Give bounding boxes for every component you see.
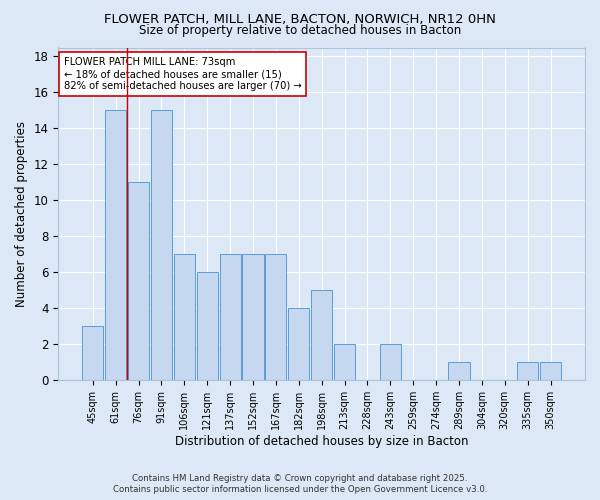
Bar: [242, 254, 263, 380]
Bar: [288, 308, 309, 380]
Bar: [540, 362, 561, 380]
Y-axis label: Number of detached properties: Number of detached properties: [15, 120, 28, 306]
Bar: [105, 110, 126, 380]
Text: Contains HM Land Registry data © Crown copyright and database right 2025.
Contai: Contains HM Land Registry data © Crown c…: [113, 474, 487, 494]
Bar: [174, 254, 195, 380]
Bar: [128, 182, 149, 380]
Text: FLOWER PATCH, MILL LANE, BACTON, NORWICH, NR12 0HN: FLOWER PATCH, MILL LANE, BACTON, NORWICH…: [104, 12, 496, 26]
Text: Size of property relative to detached houses in Bacton: Size of property relative to detached ho…: [139, 24, 461, 37]
Bar: [265, 254, 286, 380]
Bar: [197, 272, 218, 380]
Bar: [82, 326, 103, 380]
Bar: [517, 362, 538, 380]
Bar: [151, 110, 172, 380]
Text: FLOWER PATCH MILL LANE: 73sqm
← 18% of detached houses are smaller (15)
82% of s: FLOWER PATCH MILL LANE: 73sqm ← 18% of d…: [64, 58, 301, 90]
X-axis label: Distribution of detached houses by size in Bacton: Distribution of detached houses by size …: [175, 434, 469, 448]
Bar: [311, 290, 332, 380]
Bar: [448, 362, 470, 380]
Bar: [220, 254, 241, 380]
Bar: [334, 344, 355, 380]
Bar: [380, 344, 401, 380]
